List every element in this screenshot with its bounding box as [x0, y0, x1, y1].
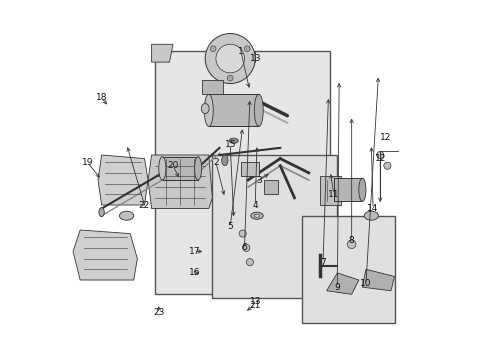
Polygon shape: [264, 180, 278, 194]
Bar: [333, 178, 362, 202]
Text: 18: 18: [96, 93, 107, 102]
Ellipse shape: [201, 104, 209, 113]
Text: 11: 11: [327, 190, 339, 199]
Bar: [162, 157, 198, 180]
Ellipse shape: [194, 157, 201, 180]
Polygon shape: [151, 44, 173, 62]
Ellipse shape: [250, 212, 263, 219]
Ellipse shape: [229, 138, 238, 143]
Text: 16: 16: [188, 268, 200, 277]
Circle shape: [210, 46, 216, 51]
Ellipse shape: [159, 157, 165, 180]
Polygon shape: [362, 269, 394, 291]
Text: 12: 12: [374, 154, 385, 163]
Text: 21: 21: [249, 301, 261, 310]
Text: 1: 1: [238, 47, 244, 56]
Text: 15: 15: [224, 140, 236, 149]
Bar: [155, 51, 329, 294]
Text: 8: 8: [348, 236, 354, 245]
Polygon shape: [326, 273, 358, 294]
Text: 10: 10: [360, 279, 371, 288]
Ellipse shape: [364, 211, 378, 220]
Text: 4: 4: [252, 201, 258, 210]
Text: 22: 22: [139, 201, 150, 210]
Circle shape: [227, 75, 233, 81]
Text: 17: 17: [188, 247, 200, 256]
Ellipse shape: [254, 94, 263, 126]
Ellipse shape: [358, 178, 365, 202]
Polygon shape: [148, 155, 212, 208]
Bar: [212, 155, 337, 298]
Polygon shape: [241, 162, 258, 176]
Polygon shape: [98, 155, 148, 205]
Text: 12: 12: [379, 132, 390, 141]
Ellipse shape: [204, 94, 213, 126]
Text: 3: 3: [255, 176, 261, 185]
Text: 9: 9: [334, 283, 340, 292]
Text: 7: 7: [320, 258, 325, 267]
Text: 13: 13: [249, 54, 261, 63]
Circle shape: [246, 258, 253, 266]
Text: 13: 13: [249, 297, 261, 306]
Ellipse shape: [221, 155, 227, 166]
Bar: [301, 216, 394, 323]
Ellipse shape: [99, 208, 104, 217]
Circle shape: [205, 33, 255, 84]
Text: 23: 23: [153, 308, 164, 317]
Text: 5: 5: [227, 222, 233, 231]
Text: 2: 2: [213, 158, 218, 167]
Circle shape: [383, 162, 390, 169]
Circle shape: [216, 44, 244, 73]
Bar: [319, 176, 340, 205]
Bar: [208, 94, 258, 126]
Text: 20: 20: [167, 161, 179, 170]
Circle shape: [346, 240, 355, 249]
Polygon shape: [73, 230, 137, 280]
Circle shape: [376, 152, 383, 158]
Circle shape: [239, 230, 246, 237]
Ellipse shape: [119, 211, 134, 220]
Polygon shape: [201, 80, 223, 94]
Circle shape: [244, 46, 249, 51]
Text: 14: 14: [366, 204, 378, 213]
Ellipse shape: [254, 214, 259, 217]
Text: 6: 6: [241, 243, 247, 252]
Text: 19: 19: [81, 158, 93, 167]
Circle shape: [242, 244, 249, 251]
